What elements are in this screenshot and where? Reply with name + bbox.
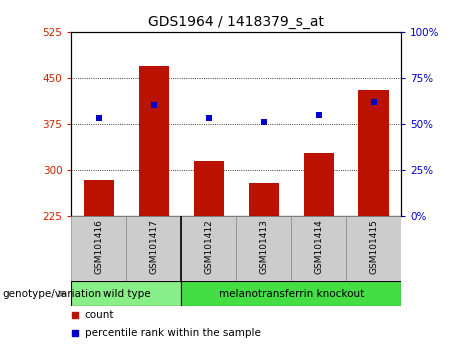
- Text: wild type: wild type: [103, 289, 150, 299]
- Text: GSM101415: GSM101415: [369, 219, 378, 274]
- Bar: [359, 90, 389, 216]
- Bar: [346, 216, 401, 281]
- Bar: [303, 153, 334, 216]
- Text: percentile rank within the sample: percentile rank within the sample: [85, 328, 260, 338]
- Text: count: count: [85, 310, 114, 320]
- Point: [71, 330, 78, 336]
- Bar: [291, 216, 346, 281]
- Text: genotype/variation: genotype/variation: [2, 289, 101, 299]
- Bar: [139, 65, 169, 216]
- Point: [260, 119, 267, 125]
- Bar: [194, 161, 224, 216]
- Text: GSM101417: GSM101417: [149, 219, 159, 274]
- Bar: [248, 183, 279, 216]
- Bar: [71, 281, 181, 306]
- Text: GSM101413: GSM101413: [259, 219, 268, 274]
- Point: [95, 115, 103, 121]
- Title: GDS1964 / 1418379_s_at: GDS1964 / 1418379_s_at: [148, 16, 324, 29]
- Text: GSM101414: GSM101414: [314, 219, 323, 274]
- Bar: [236, 216, 291, 281]
- Text: GSM101416: GSM101416: [95, 219, 103, 274]
- Text: melanotransferrin knockout: melanotransferrin knockout: [219, 289, 364, 299]
- Bar: [71, 216, 126, 281]
- Bar: [126, 216, 181, 281]
- Point: [370, 99, 377, 105]
- Bar: [181, 281, 401, 306]
- Bar: [181, 216, 236, 281]
- Text: GSM101412: GSM101412: [204, 219, 213, 274]
- Point: [150, 103, 158, 108]
- Bar: [84, 180, 114, 216]
- Point: [315, 112, 322, 118]
- Point: [71, 312, 78, 318]
- Point: [205, 115, 213, 121]
